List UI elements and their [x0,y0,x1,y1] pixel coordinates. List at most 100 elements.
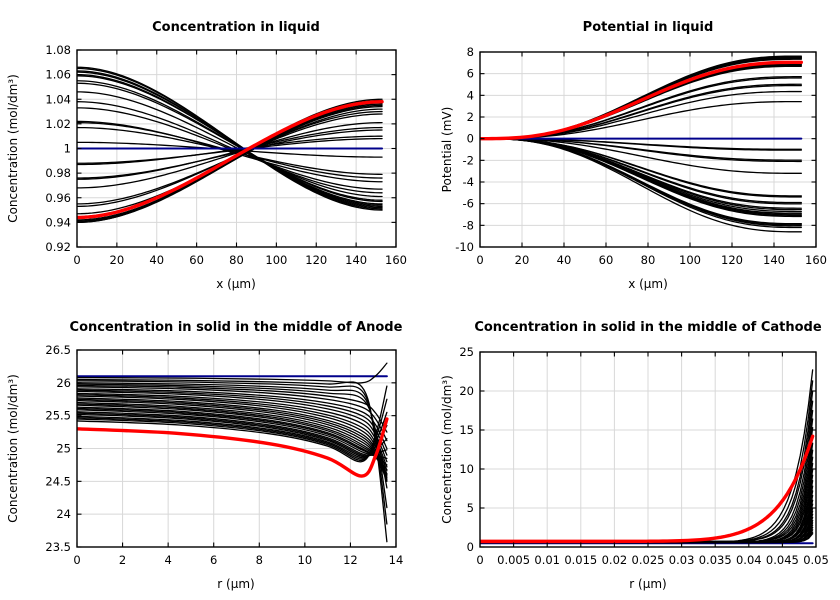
x-tick-label: 0.045 [766,553,799,567]
y-tick-label: 20 [459,384,474,398]
y-tick-label: 23.5 [45,540,71,554]
x-tick-label: 0 [73,253,80,267]
plot-potential-liquid: 0 20 40 60 80 100 120 140 160 -10 -8 -6 -4 -2 0 2 4 6 8 Po… [440,20,827,291]
x-tick-label: 40 [557,253,572,267]
x-tick-label: 160 [385,253,407,267]
x-tick-label: 60 [189,253,204,267]
series-curve [480,449,814,543]
series-curve [77,397,388,479]
x-axis-label: r (μm) [217,577,254,591]
x-tick-label: 0.05 [803,553,829,567]
highlight-curve [77,100,384,220]
plot-title: Concentration in solid in the middle of … [474,320,822,335]
y-tick-label: 26.5 [45,343,71,357]
y-tick-label: 24 [56,507,71,521]
y-tick-label: 5 [467,501,474,515]
series-curve [480,462,814,543]
x-tick-label: 0.025 [632,553,665,567]
y-tick-label: 1.04 [45,92,71,106]
curves-group [480,369,815,545]
series-curve [480,442,814,544]
x-tick-label: 8 [256,553,263,567]
y-tick-label: 24.5 [45,474,71,488]
highlight-curve [77,417,389,478]
plot-canvas: 0 20 40 60 80 100 120 140 160 0.92 0.94 0.96 0.98 1 1.… [45,43,407,267]
y-tick-label: 1.08 [45,43,71,57]
highlight-curve [480,434,815,544]
plot-concentration-solid-cathode: 0 0.005 0.01 0.015 0.02 0.025 0.03 0.035 0.04 0.0… [440,320,829,591]
series-curve [77,91,383,198]
series-curve [480,138,802,198]
x-tick-label: 4 [164,553,171,567]
series-curve [77,82,383,201]
y-axis-label: Concentration (mol/dm³) [6,74,20,223]
x-tick-label: 0 [476,253,483,267]
x-tick-label: 0.01 [534,553,560,567]
y-axis-label: Potential (mV) [440,107,454,193]
y-tick-label: -2 [463,153,474,167]
y-tick-label: -10 [455,240,474,254]
x-tick-label: 80 [641,253,656,267]
y-tick-label: 1.02 [45,117,71,131]
series-curve [480,434,814,543]
x-tick-label: 60 [599,253,614,267]
x-tick-label: 20 [515,253,530,267]
series-curve [77,101,383,194]
series-curve [480,418,814,543]
curves-group [77,362,389,543]
x-axis-label: r (μm) [629,577,666,591]
y-tick-label: 0.96 [45,191,71,205]
y-tick-label: 25.5 [45,409,71,423]
series-curve [480,456,814,543]
x-tick-label: 80 [229,253,244,267]
x-tick-label: 140 [763,253,785,267]
x-tick-label: 40 [149,253,164,267]
y-tick-label: 0 [467,132,474,146]
x-tick-label: 100 [679,253,701,267]
x-tick-label: 0 [476,553,483,567]
series-curve [480,474,814,543]
curves-group [77,66,384,224]
y-tick-label: 8 [467,45,474,59]
x-tick-label: 14 [389,553,404,567]
series-curve [480,84,802,140]
y-tick-label: 6 [467,67,474,81]
series-curve [480,380,814,543]
y-tick-label: 25 [56,442,71,456]
series-curve [480,519,814,544]
y-tick-label: 0 [467,540,474,554]
x-tick-label: 0.04 [736,553,762,567]
x-tick-label: 2 [119,553,126,567]
y-tick-label: -6 [463,197,474,211]
y-tick-label: 1.06 [45,68,71,82]
plot-concentration-liquid: 0 20 40 60 80 100 120 140 160 0.92 0.94 0.96 0.98 1 1.… [6,20,407,291]
y-axis-label: Concentration (mol/dm³) [440,375,454,524]
series-curve [77,383,388,489]
x-tick-label: 0.015 [564,553,597,567]
curves-group [480,55,803,233]
series-curve [480,427,814,543]
series-curve [77,395,388,476]
x-axis-label: x (μm) [628,277,668,291]
series-curve [77,135,383,166]
series-curve [77,121,383,189]
y-tick-label: 0.92 [45,240,71,254]
plot-canvas: 0 0.005 0.01 0.015 0.02 0.025 0.03 0.035 0.04 0.0… [459,345,828,567]
series-curve [77,126,383,180]
series-curve [480,490,814,544]
y-tick-label: 10 [459,462,474,476]
y-tick-label: 0.94 [45,215,71,229]
series-curve [480,469,814,544]
y-tick-label: 2 [467,110,474,124]
series-curve [480,369,814,544]
x-axis-label: x (μm) [216,277,256,291]
x-tick-label: 10 [298,553,313,567]
y-tick-label: 0.98 [45,166,71,180]
y-tick-label: 4 [467,88,474,102]
y-tick-label: 25 [459,345,474,359]
x-tick-label: 100 [265,253,287,267]
x-tick-label: 120 [721,253,743,267]
